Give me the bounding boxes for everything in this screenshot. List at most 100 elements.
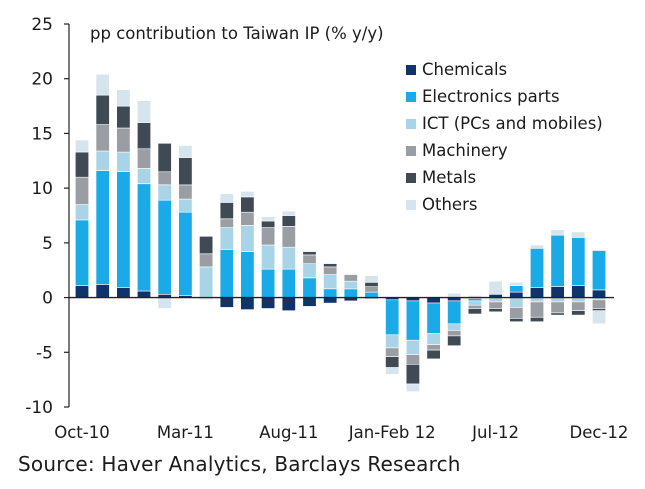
bar-metals-may-12 bbox=[447, 335, 462, 346]
bar-machinery-oct-12 bbox=[550, 301, 565, 314]
bar-machinery-jan-11 bbox=[137, 148, 152, 169]
bar-others-jul-12 bbox=[488, 280, 503, 295]
bar-ict-pcs-and-mobiles-jun-11 bbox=[240, 225, 255, 252]
y-tick-label: 15 bbox=[31, 124, 53, 144]
bar-electronics-parts-may-11 bbox=[219, 249, 234, 298]
bar-machinery-nov-10 bbox=[95, 124, 110, 152]
bar-electronics-parts-oct-12 bbox=[550, 234, 565, 287]
x-tick-label: Mar-11 bbox=[157, 423, 214, 442]
y-tick-label: -5 bbox=[36, 343, 53, 363]
legend-swatch-chemicals bbox=[406, 65, 416, 75]
bar-others-sep-12 bbox=[529, 244, 544, 249]
legend-label-metals: Metals bbox=[422, 168, 476, 187]
x-tick-label: Jul-12 bbox=[471, 423, 519, 442]
bar-machinery-jul-11 bbox=[261, 227, 276, 246]
bar-metals-dec-12 bbox=[591, 308, 606, 312]
bar-machinery-mar-12 bbox=[405, 354, 420, 365]
bar-electronics-parts-jun-12 bbox=[467, 298, 482, 302]
bar-electronics-parts-jan-11 bbox=[137, 183, 152, 292]
bar-electronics-parts-mar-11 bbox=[178, 211, 193, 296]
bar-chemicals-sep-12 bbox=[529, 287, 544, 298]
bar-chemicals-oct-10 bbox=[75, 285, 90, 298]
bar-ict-pcs-and-mobiles-feb-11 bbox=[157, 184, 172, 201]
bar-machinery-aug-11 bbox=[281, 226, 296, 248]
bar-others-jun-11 bbox=[240, 191, 255, 198]
bar-metals-oct-12 bbox=[550, 312, 565, 316]
x-tick-label: Oct-10 bbox=[54, 423, 109, 442]
bar-electronics-parts-sep-11 bbox=[302, 277, 317, 298]
bar-others-nov-10 bbox=[95, 74, 110, 96]
bar-electronics-parts-dec-12 bbox=[591, 250, 606, 291]
bar-metals-oct-11 bbox=[323, 263, 338, 268]
bar-ict-pcs-and-mobiles-aug-12 bbox=[509, 297, 524, 308]
legend-swatch-others bbox=[406, 200, 416, 210]
bar-others-jan-11 bbox=[137, 100, 152, 123]
legend-swatch-electronics-parts bbox=[406, 92, 416, 102]
bar-machinery-dec-11 bbox=[364, 286, 379, 293]
bar-machinery-mar-11 bbox=[178, 184, 193, 200]
bar-electronics-parts-nov-10 bbox=[95, 170, 110, 285]
bar-ict-pcs-and-mobiles-dec-10 bbox=[116, 151, 131, 173]
bar-metals-jan-feb-12 bbox=[385, 356, 400, 368]
bar-others-may-11 bbox=[219, 193, 234, 203]
bar-machinery-apr-11 bbox=[199, 253, 214, 268]
bar-chemicals-dec-10 bbox=[116, 287, 131, 298]
bar-electronics-parts-jul-11 bbox=[261, 268, 276, 298]
legend-label-others: Others bbox=[422, 195, 477, 214]
bar-metals-jun-11 bbox=[240, 196, 255, 213]
bar-machinery-oct-11 bbox=[323, 266, 338, 275]
bar-ict-pcs-and-mobiles-jun-12 bbox=[467, 300, 482, 306]
bar-electronics-parts-dec-10 bbox=[116, 171, 131, 288]
legend-label-chemicals: Chemicals bbox=[422, 60, 507, 79]
bar-chemicals-dec-12 bbox=[591, 289, 606, 298]
bar-chemicals-jun-11 bbox=[240, 297, 255, 310]
bar-chemicals-nov-10 bbox=[95, 284, 110, 298]
bar-chemicals-jul-11 bbox=[261, 297, 276, 309]
bar-ict-pcs-and-mobiles-apr-12 bbox=[426, 333, 441, 345]
bar-machinery-aug-12 bbox=[509, 307, 524, 319]
bar-others-nov-11 bbox=[343, 273, 358, 275]
bar-machinery-apr-12 bbox=[426, 344, 441, 351]
bar-electronics-parts-feb-11 bbox=[157, 199, 172, 295]
bar-electronics-parts-nov-12 bbox=[571, 237, 586, 286]
y-tick-label: 25 bbox=[31, 15, 53, 35]
bar-others-dec-11 bbox=[364, 275, 379, 283]
bar-others-oct-10 bbox=[75, 139, 90, 153]
bar-electronics-parts-sep-12 bbox=[529, 248, 544, 289]
bar-machinery-jul-12 bbox=[488, 301, 503, 309]
legend-label-machinery: Machinery bbox=[422, 141, 508, 160]
bar-others-feb-11 bbox=[157, 297, 172, 309]
bar-chemicals-sep-11 bbox=[302, 297, 317, 307]
stacked-bar-chart: -10 -5 0 5 10 15 20 25 Oct-10 Mar-11 Aug-11 Jan-Feb… bbox=[25, 15, 628, 442]
bar-chemicals-oct-12 bbox=[550, 286, 565, 298]
bar-ict-pcs-and-mobiles-oct-10 bbox=[75, 204, 90, 221]
bar-ict-pcs-and-mobiles-jul-11 bbox=[261, 244, 276, 270]
x-tick-label: Jan-Feb 12 bbox=[348, 423, 436, 442]
bar-metals-feb-11 bbox=[157, 143, 172, 173]
bar-machinery-sep-11 bbox=[302, 254, 317, 264]
bar-chemicals-aug-12 bbox=[509, 291, 524, 298]
bar-machinery-may-12 bbox=[447, 330, 462, 337]
bar-others-dec-10 bbox=[116, 89, 131, 107]
legend-label-ict-pcs-and-mobiles: ICT (PCs and mobiles) bbox=[422, 114, 603, 133]
bar-chemicals-aug-11 bbox=[281, 297, 296, 312]
bar-metals-aug-12 bbox=[509, 318, 524, 322]
bar-metals-apr-11 bbox=[199, 236, 214, 255]
bar-electronics-parts-jan-feb-12 bbox=[385, 299, 400, 336]
bar-ict-pcs-and-mobiles-nov-10 bbox=[95, 150, 110, 171]
chart-area: -10 -5 0 5 10 15 20 25 Oct-10 Mar-11 Aug-11 Jan-Feb… bbox=[25, 15, 628, 442]
bar-ict-pcs-and-mobiles-aug-11 bbox=[281, 246, 296, 270]
bar-ict-pcs-and-mobiles-apr-11 bbox=[199, 266, 214, 298]
bar-ict-pcs-and-mobiles-may-11 bbox=[219, 227, 234, 250]
legend-swatch-machinery bbox=[406, 146, 416, 156]
bar-others-oct-12 bbox=[550, 229, 565, 236]
bar-ict-pcs-and-mobiles-mar-11 bbox=[178, 198, 193, 213]
bar-machinery-sep-12 bbox=[529, 301, 544, 318]
bar-machinery-feb-11 bbox=[157, 171, 172, 186]
y-tick-label: 5 bbox=[42, 234, 53, 254]
legend-swatch-ict-pcs-and-mobiles bbox=[406, 119, 416, 129]
bar-metals-dec-11 bbox=[364, 281, 379, 287]
bar-electronics-parts-oct-11 bbox=[323, 288, 338, 298]
bar-others-oct-11 bbox=[323, 262, 338, 265]
legend-swatch-metals bbox=[406, 173, 416, 183]
